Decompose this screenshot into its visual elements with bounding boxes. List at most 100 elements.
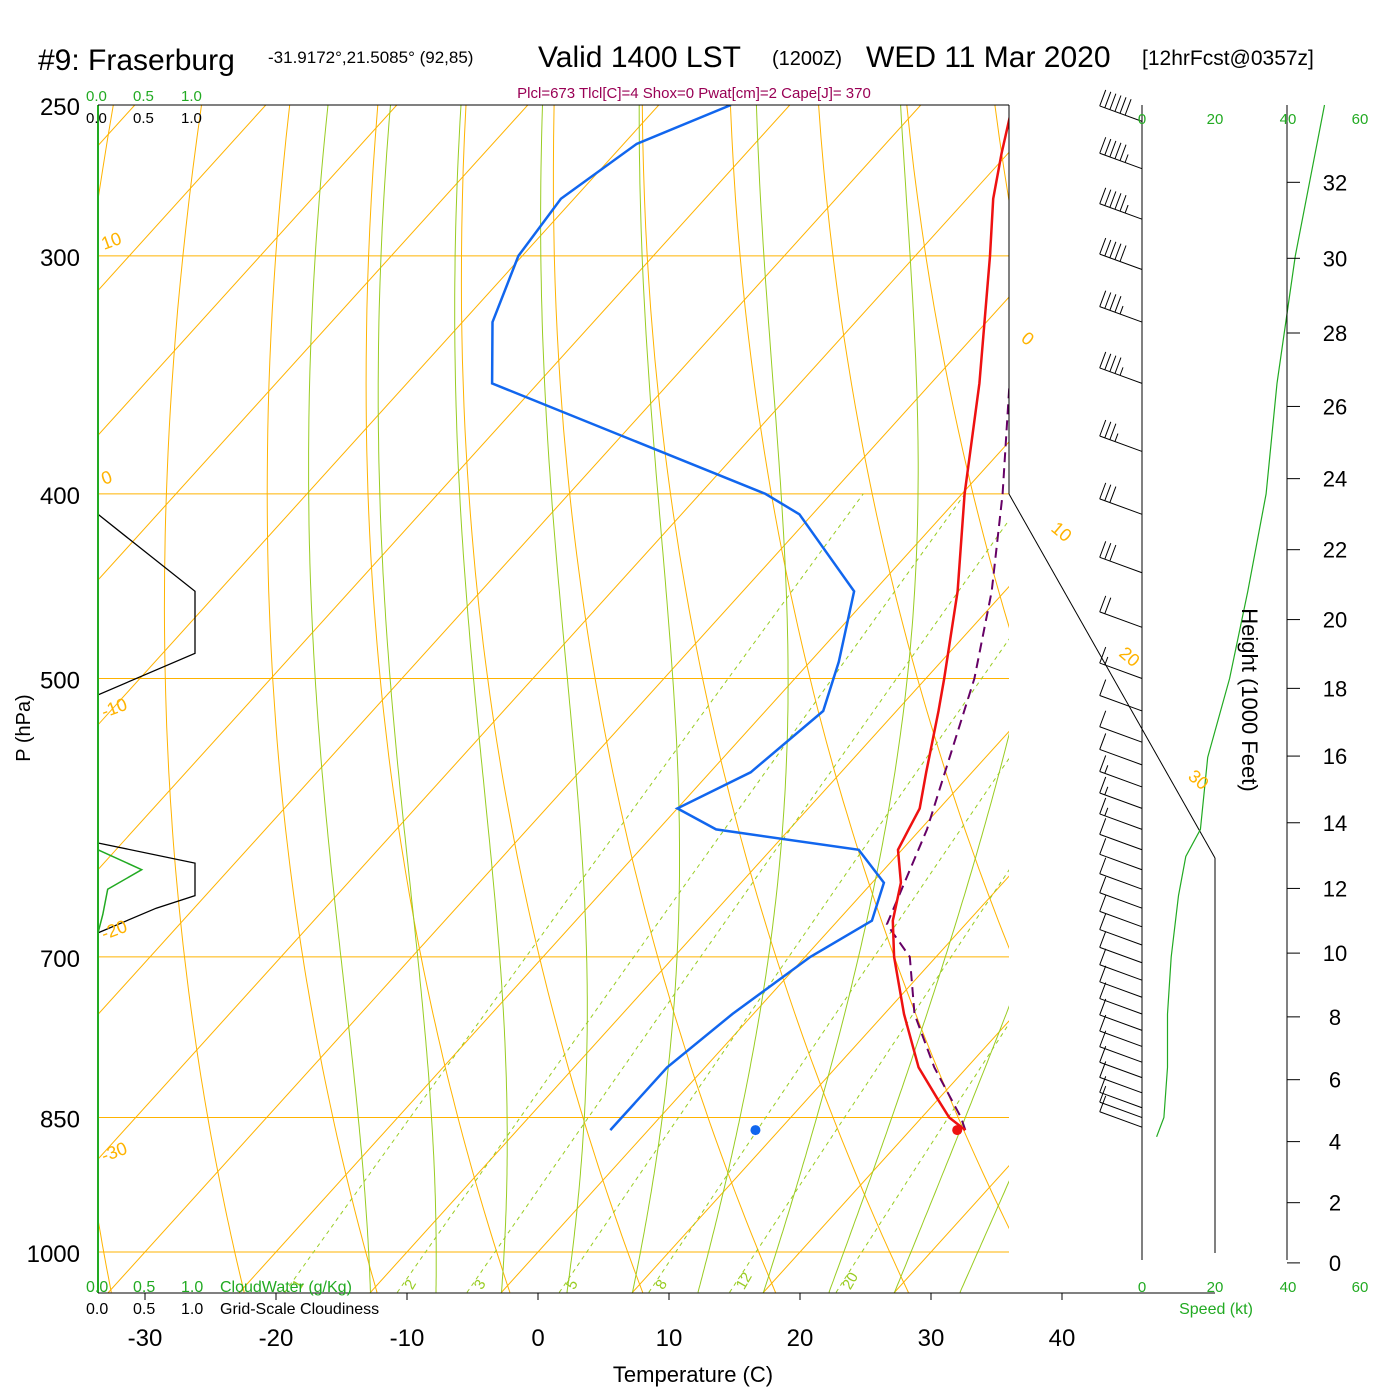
- cloud-scale-bottom-a-2: 1.0: [181, 1279, 203, 1296]
- wind-barb-shaft: [1099, 662, 1143, 679]
- wind-barb-flag: [1099, 948, 1107, 965]
- zulu-time: (1200Z): [772, 48, 842, 70]
- cloud-scale-top-b-2: 1.0: [181, 110, 202, 127]
- wind-barb-shaft: [1099, 910, 1143, 928]
- height-tick-label: 2: [1329, 1191, 1341, 1216]
- wind-barb-shaft: [1099, 556, 1143, 574]
- wind-barb: [1099, 755, 1143, 788]
- height-tick-label: 4: [1329, 1130, 1341, 1155]
- pressure-tick-label: 300: [40, 245, 80, 272]
- wind-barb-shaft: [1099, 873, 1143, 890]
- wind-barb-shaft: [1099, 1101, 1143, 1119]
- isotherm: [98, 105, 791, 871]
- isotherm: [107, 296, 1009, 1293]
- thermo-grid: 1 2 3 5 8 12 20: [0, 105, 1009, 1293]
- height-tick-label: 18: [1323, 676, 1347, 701]
- isotherm: [98, 105, 922, 1016]
- wind-barb: [1099, 876, 1143, 909]
- wind-barb: [1099, 931, 1143, 964]
- wind-barb: [1099, 857, 1143, 890]
- speed-bottom-0: 0: [1138, 1279, 1146, 1296]
- wind-barb: [1099, 351, 1143, 384]
- temp-tick-label: 40: [1049, 1325, 1076, 1352]
- wind-barb: [1099, 89, 1143, 122]
- wind-barb-flag: [1109, 355, 1117, 372]
- wind-barb: [1099, 1014, 1143, 1047]
- wind-barb: [1099, 595, 1143, 628]
- wind-barb-shaft: [1099, 1061, 1143, 1079]
- moist-adiabat: [828, 732, 1009, 1293]
- wind-barb: [1099, 838, 1143, 871]
- mixing-ratio-label: 3: [471, 1277, 490, 1293]
- dry-adiabat: [266, 105, 378, 1293]
- cloud-scale-bottom: 0.0 0.5 1.0 CloudWater (g/Kg) 0.0 0.5 1.…: [86, 1279, 379, 1318]
- speed-scale: 0 20 40 60 0 20 40 60 Speed (kt): [1138, 111, 1369, 1318]
- wind-barb-flag: [1104, 138, 1112, 156]
- cloudwater-label: CloudWater (g/Kg): [220, 1279, 352, 1296]
- wind-barb-half-flag: [1104, 807, 1109, 816]
- wind-barb: [1099, 998, 1143, 1031]
- height-tick-label: 10: [1323, 941, 1347, 966]
- speed-label: Speed (kt): [1179, 1301, 1253, 1318]
- wind-barb-flag: [1099, 857, 1107, 874]
- mixing-ratio-label: 12: [733, 1270, 756, 1293]
- wind-barb: [1099, 710, 1143, 743]
- mixing-ratio-label: 5: [563, 1277, 582, 1293]
- isotherm: [0, 105, 4, 1293]
- cloud-scale-top-a-2: 1.0: [181, 88, 202, 105]
- wind-barb-flag: [1099, 1085, 1107, 1103]
- wind-barb: [1099, 1076, 1143, 1109]
- wind-barb: [1099, 1085, 1143, 1119]
- wind-barb-flag: [1099, 876, 1107, 893]
- wind-barb-flag: [1099, 646, 1107, 664]
- mixing-ratio-label: 20: [839, 1270, 862, 1293]
- wind-barb-flag: [1114, 142, 1122, 159]
- surface-temperature-dot: [952, 1125, 963, 1136]
- height-tick-label: 24: [1323, 467, 1347, 492]
- wind-barb-flag: [1104, 484, 1112, 501]
- moist-adiabat: [540, 105, 588, 1293]
- sounding-curves: [490, 105, 1009, 1136]
- dry-adiabat: [365, 105, 511, 1293]
- height-tick-label: 14: [1323, 811, 1347, 836]
- wind-barb-shaft: [1099, 253, 1143, 270]
- wind-barb: [1099, 982, 1143, 1015]
- wind-barb-half-flag: [1119, 305, 1124, 315]
- dewpoint-line: [490, 105, 886, 1131]
- wind-barb-flag: [1099, 1014, 1107, 1032]
- pressure-tick-label: 1000: [27, 1241, 80, 1268]
- cloud-scale-bottom-a-0: 0.0: [86, 1279, 108, 1296]
- height-tick-label: 0: [1329, 1251, 1341, 1276]
- wind-barb-flag: [1109, 93, 1117, 110]
- wind-barb-flag: [1099, 965, 1107, 983]
- valid-date: WED 11 Mar 2020: [866, 41, 1111, 74]
- wind-barb-shaft: [1099, 998, 1143, 1015]
- wind-barb-flag: [1109, 191, 1117, 208]
- wind-barb-half-flag: [1124, 204, 1129, 214]
- wind-barb: [1099, 818, 1143, 851]
- wind-barb-flag: [1114, 193, 1122, 210]
- wind-barb-shaft: [1099, 1046, 1143, 1063]
- height-axis-label: Height (1000 Feet): [1237, 608, 1262, 791]
- speed-top-2: 40: [1280, 111, 1297, 128]
- valid-time: Valid 1400 LST: [538, 41, 741, 74]
- cloud-scale-bottom-b-1: 0.5: [133, 1301, 155, 1318]
- wind-barb: [1099, 237, 1143, 270]
- wind-barb-flag: [1114, 357, 1122, 374]
- cloud-scale-bottom-a-1: 0.5: [133, 1279, 155, 1296]
- wind-barb-flag: [1104, 189, 1112, 206]
- wind-barb-shaft: [1099, 833, 1143, 851]
- dry-adiabat-label: 10: [99, 228, 125, 254]
- wind-barb-shaft: [1099, 1030, 1143, 1047]
- wind-barb-shaft: [1099, 1014, 1143, 1031]
- wind-barb-flag: [1119, 194, 1127, 212]
- isotherm: [98, 105, 660, 726]
- moist-adiabat: [632, 105, 680, 1293]
- wind-barb-half-flag: [1104, 765, 1109, 774]
- wind-barb-shaft: [1099, 981, 1143, 998]
- wind-barb-shaft: [1099, 203, 1143, 220]
- isotherm: [500, 730, 1009, 1293]
- speed-bottom-3: 60: [1352, 1279, 1369, 1296]
